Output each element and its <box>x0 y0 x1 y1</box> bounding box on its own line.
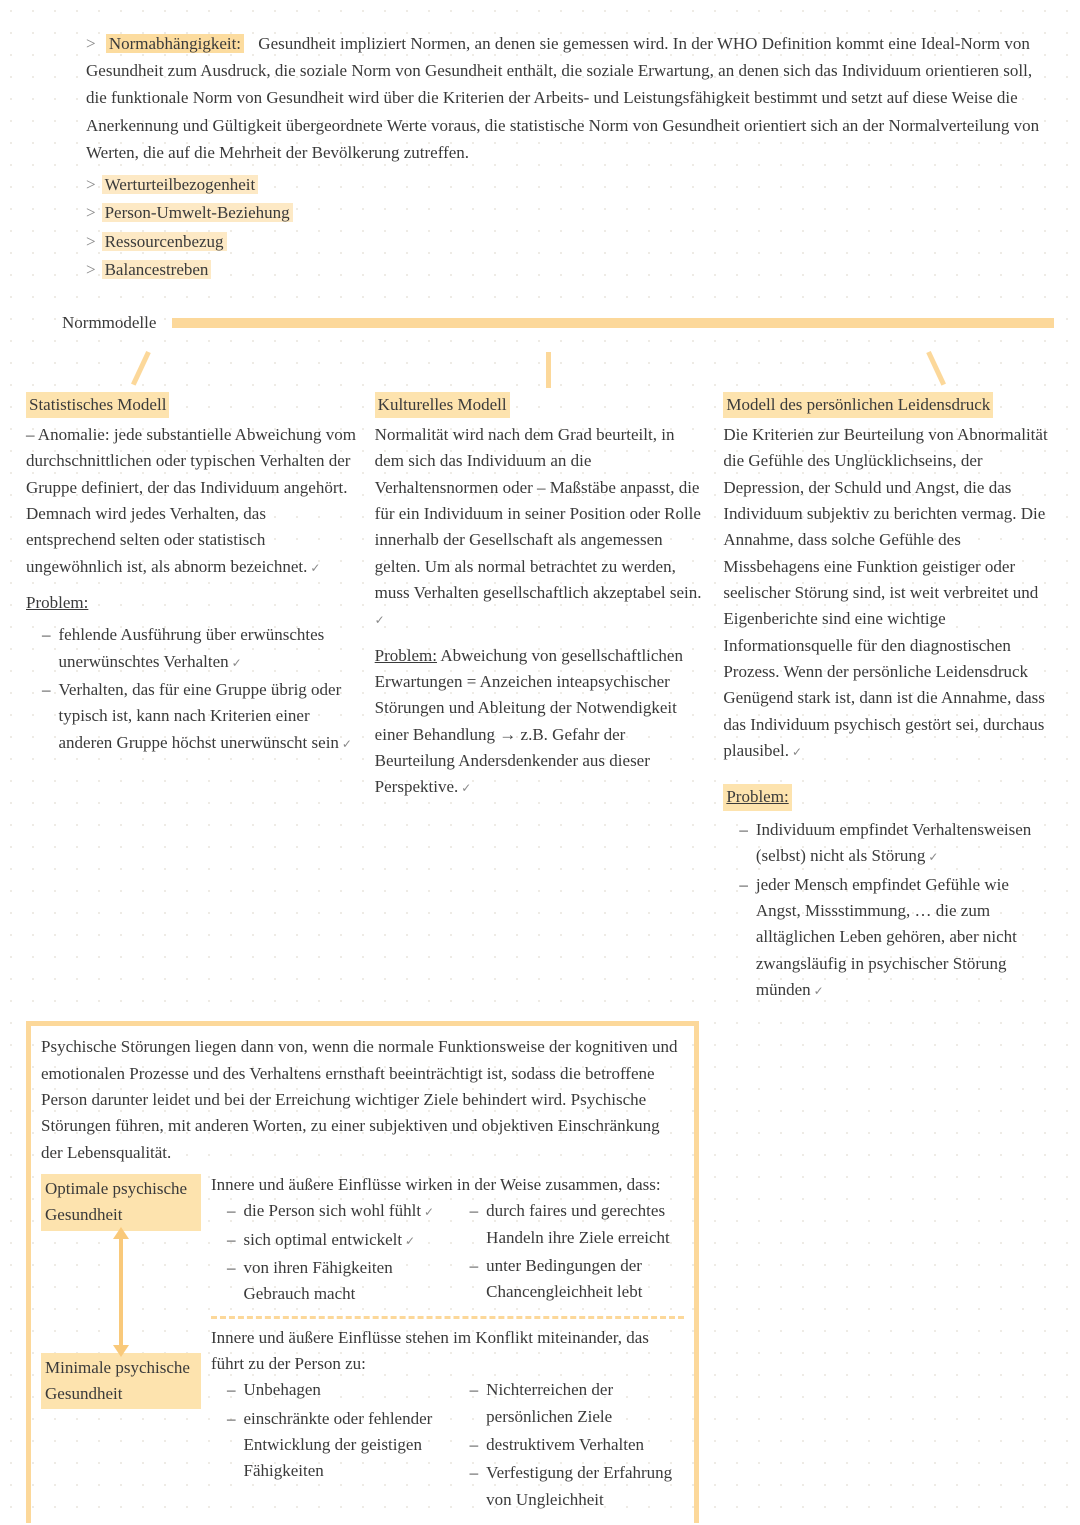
problem-label: Problem: <box>26 590 357 616</box>
bullet-gt: > <box>86 34 96 53</box>
models-row: Statistisches Modell – Anomalie: jede su… <box>26 392 1054 1006</box>
problem-item: Individuum empfindet Verhaltensweisen (s… <box>756 817 1054 870</box>
minimal-label: Minimale psychische Gesundheit <box>41 1353 201 1410</box>
term-highlight: Normabhängigkeit: <box>106 34 244 53</box>
optimal-intro: Innere und äußere Einflüsse wirken in de… <box>211 1172 684 1198</box>
term-desc: Gesundheit impliziert Normen, an denen s… <box>86 34 1039 162</box>
double-arrow-icon <box>119 1237 123 1347</box>
definition-list: > Normabhängigkeit: Gesundheit implizier… <box>86 30 1054 283</box>
problem-item: fehlende Ausführung über erwünschtes une… <box>59 622 357 675</box>
problem-item: Verhalten, das für eine Gruppe übrig ode… <box>59 677 357 756</box>
problem-list: –fehlende Ausführung über erwünschtes un… <box>42 622 357 756</box>
model-title: Kulturelles Modell <box>375 392 510 418</box>
problem-label: Problem: <box>723 784 791 810</box>
problem-block: Problem: Abweichung von gesellschaftlich… <box>375 643 706 801</box>
term-highlight: Ressourcenbezug <box>102 232 227 251</box>
model-body: Normalität wird nach dem Grad beurteilt,… <box>375 422 706 633</box>
psych-box-text: Psychische Störungen liegen dann von, we… <box>41 1034 684 1166</box>
cond-item: durch faires und gerechtes Handeln ihre … <box>486 1198 684 1251</box>
model-personal: Modell des persönlichen Leidensdruck Die… <box>723 392 1054 1006</box>
cond-item: Unbehagen <box>244 1377 321 1403</box>
cond-item: Verfestigung der Erfahrung von Ungleichh… <box>486 1460 684 1513</box>
right-spacer <box>717 1013 1054 1523</box>
cond-item: die Person sich wohl fühlt <box>244 1198 435 1224</box>
dashed-separator <box>211 1316 684 1319</box>
health-spectrum: Optimale psychische Gesundheit Minimale … <box>41 1172 684 1515</box>
branch-lines <box>26 352 1054 392</box>
section-header: Normmodelle <box>26 309 1054 337</box>
model-statistical: Statistisches Modell – Anomalie: jede su… <box>26 392 357 1006</box>
cond-item: sich optimal entwickelt <box>244 1227 416 1253</box>
problem-item: jeder Mensch empfindet Gefühle wie Angst… <box>756 872 1054 1004</box>
psych-box: Psychische Störungen liegen dann von, we… <box>26 1021 699 1523</box>
term-highlight: Werturteilbezogenheit <box>102 175 259 194</box>
cond-item: destruktivem Verhalten <box>486 1432 644 1458</box>
optimal-label: Optimale psychische Gesundheit <box>41 1174 201 1231</box>
problem-list: –Individuum empfindet Verhaltensweisen (… <box>739 817 1054 1003</box>
cond-item: einschränkte oder fehlender Entwicklung … <box>244 1406 442 1485</box>
term-highlight: Balancestreben <box>102 260 212 279</box>
model-body: Die Kriterien zur Beurteilung von Abnorm… <box>723 422 1054 764</box>
model-cultural: Kulturelles Modell Normalität wird nach … <box>375 392 706 1006</box>
problem-body: Abweichung von gesellschaftlichen Erwart… <box>375 646 683 797</box>
problem-label: Problem: <box>375 646 437 665</box>
cond-item: unter Bedingungen der Chancengleichheit … <box>486 1253 684 1306</box>
model-title: Modell des persönlichen Leidensdruck <box>723 392 993 418</box>
section-line <box>172 318 1054 328</box>
term-desc-inline: Gesundheit impliziert Normen, an denen s… <box>86 34 1039 162</box>
spectrum-labels: Optimale psychische Gesundheit Minimale … <box>41 1172 201 1515</box>
model-title: Statistisches Modell <box>26 392 169 418</box>
model-body: – Anomalie: jede substantielle Abweichun… <box>26 422 357 580</box>
section-title: Normmodelle <box>56 309 162 337</box>
psych-box-wrap: Psychische Störungen liegen dann von, we… <box>26 1013 699 1523</box>
term-highlight: Person-Umwelt-Beziehung <box>102 203 293 222</box>
cond-item: Nichterreichen der persönlichen Ziele <box>486 1377 684 1430</box>
cond-item: von ihren Fähigkeiten Gebrauch macht <box>244 1255 442 1308</box>
spectrum-conditions: Innere und äußere Einflüsse wirken in de… <box>211 1172 684 1515</box>
minimal-intro: Innere und äußere Einflüsse stehen im Ko… <box>211 1325 684 1378</box>
